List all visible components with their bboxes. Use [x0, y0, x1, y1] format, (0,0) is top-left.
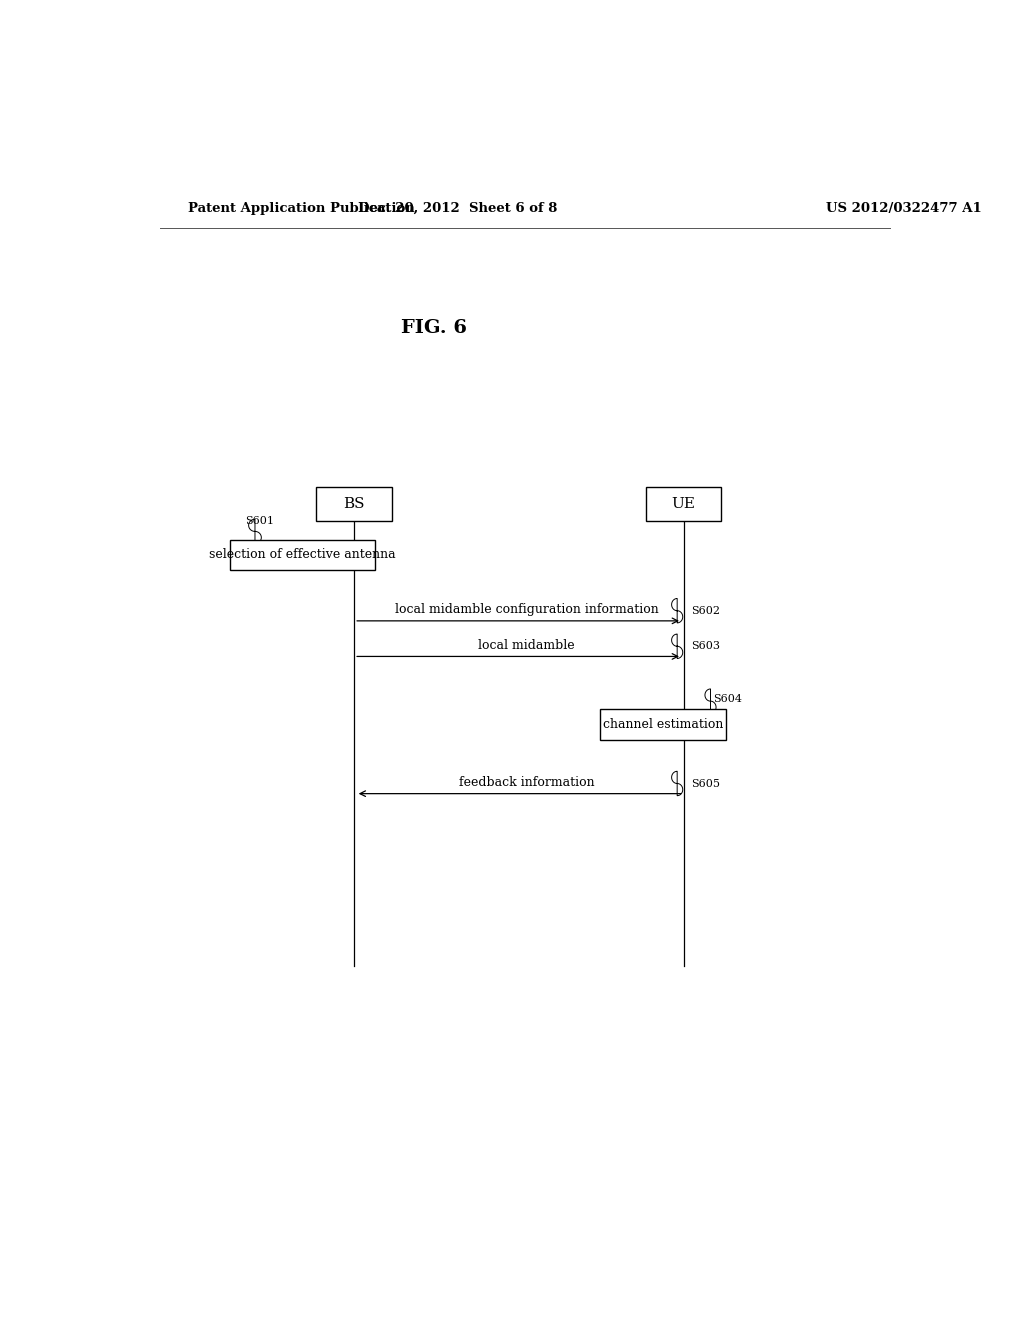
Text: S601: S601: [246, 516, 274, 527]
Text: selection of effective antenna: selection of effective antenna: [209, 548, 395, 561]
Text: FIG. 6: FIG. 6: [400, 319, 467, 337]
Text: channel estimation: channel estimation: [603, 718, 723, 731]
Bar: [600, 709, 726, 739]
Text: Patent Application Publication: Patent Application Publication: [187, 202, 415, 215]
Bar: [316, 487, 392, 521]
Text: US 2012/0322477 A1: US 2012/0322477 A1: [826, 202, 982, 215]
Text: Dec. 20, 2012  Sheet 6 of 8: Dec. 20, 2012 Sheet 6 of 8: [357, 202, 557, 215]
Text: S603: S603: [691, 642, 721, 651]
Text: feedback information: feedback information: [459, 776, 595, 789]
Text: UE: UE: [672, 496, 695, 511]
Text: S602: S602: [691, 606, 721, 615]
Text: local midamble configuration information: local midamble configuration information: [395, 603, 658, 616]
Text: S605: S605: [691, 779, 721, 788]
Text: BS: BS: [343, 496, 365, 511]
Text: S604: S604: [713, 694, 741, 704]
Bar: [229, 540, 375, 570]
Bar: [646, 487, 721, 521]
Text: local midamble: local midamble: [478, 639, 575, 652]
